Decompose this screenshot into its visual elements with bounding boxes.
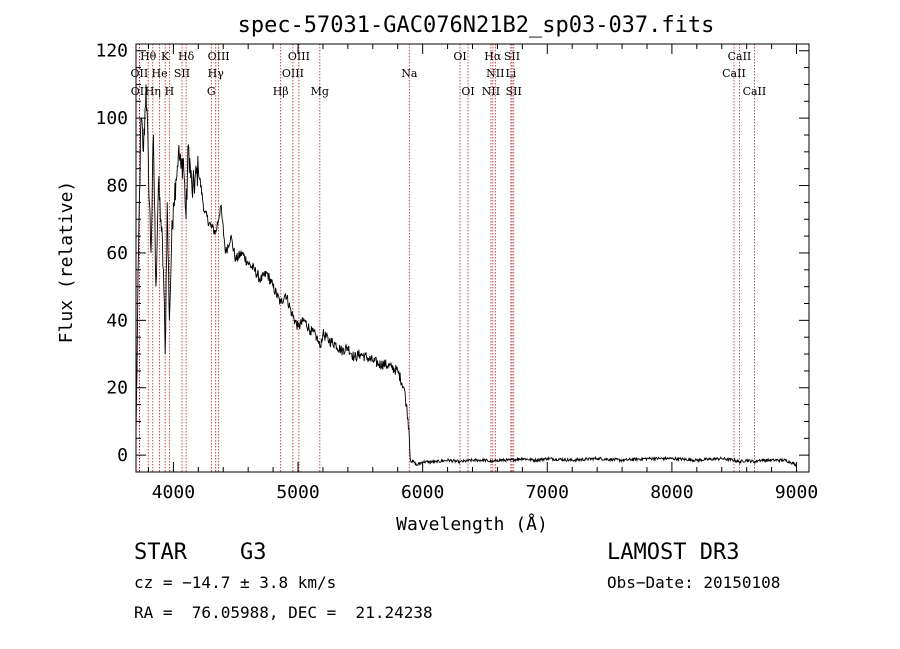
y-axis-label: Flux (relative) xyxy=(56,181,77,344)
chart-title: spec-57031-GAC076N21B2_sp03-037.fits xyxy=(238,13,715,38)
x-tick-label-1: 5000 xyxy=(276,482,319,503)
y-tick-label-4: 80 xyxy=(106,176,128,197)
y-tick-label-2: 40 xyxy=(106,310,128,331)
marker-label-0: Hθ xyxy=(140,50,157,63)
survey-label: LAMOST DR3 xyxy=(607,540,740,565)
marker-label-19: Hη xyxy=(145,85,161,98)
marker-label-8: CaII xyxy=(728,50,752,63)
marker-label-11: SII xyxy=(174,67,190,80)
marker-label-20: H xyxy=(165,85,175,98)
y-tick-label-1: 20 xyxy=(106,378,128,399)
y-tick-label-5: 100 xyxy=(95,108,128,129)
x-tick-label-4: 8000 xyxy=(650,482,693,503)
marker-label-9: OII xyxy=(131,67,149,80)
marker-label-25: NII xyxy=(482,85,500,98)
series-layer xyxy=(135,84,797,468)
marker-label-24: OI xyxy=(461,85,474,98)
x-tick-label-2: 6000 xyxy=(401,482,444,503)
x-tick-label-5: 9000 xyxy=(775,482,818,503)
marker-label-3: OIII xyxy=(208,50,230,63)
marker-label-16: Li xyxy=(505,67,516,80)
obs-date-text: Obs−Date: 20150108 xyxy=(607,573,781,592)
marker-label-1: K xyxy=(161,50,170,63)
object-subclass-label: G3 xyxy=(240,540,267,565)
y-tick-label-3: 60 xyxy=(106,243,128,264)
marker-label-23: Mg xyxy=(311,85,329,98)
marker-label-6: Hα xyxy=(484,50,502,63)
marker-label-13: OIII xyxy=(282,67,304,80)
object-class-label: STAR xyxy=(134,540,187,565)
y-tick-label-6: 120 xyxy=(95,41,128,62)
marker-label-10: He xyxy=(152,67,168,80)
x-tick-label-0: 4000 xyxy=(152,482,195,503)
redshift-text: cz = −14.7 ± 3.8 km/s xyxy=(134,573,337,592)
marker-label-26: SII xyxy=(506,85,522,98)
marker-label-5: OI xyxy=(453,50,466,63)
marker-label-22: Hβ xyxy=(273,85,289,98)
marker-label-27: CaII xyxy=(743,85,767,98)
spectrum-series-0 xyxy=(135,84,797,468)
marker-label-7: SII xyxy=(504,50,520,63)
marker-label-12: Hγ xyxy=(208,67,225,80)
marker-label-4: OIII xyxy=(288,50,310,63)
x-axis-label: Wavelength (Å) xyxy=(396,513,548,535)
marker-label-14: Na xyxy=(401,67,418,80)
marker-label-15: NII xyxy=(486,67,504,80)
coordinates-text: RA = 76.05988, DEC = 21.24238 xyxy=(134,603,433,622)
marker-label-18: OII xyxy=(131,85,149,98)
marker-label-21: G xyxy=(207,85,216,98)
x-tick-label-3: 7000 xyxy=(526,482,569,503)
y-tick-label-0: 0 xyxy=(117,445,128,466)
marker-label-2: Hδ xyxy=(178,50,195,63)
marker-label-17: CaII xyxy=(722,67,746,80)
axis-ticks: 4000 5000 6000 7000 8000 9000 0 20 40 60 80 100 120 xyxy=(95,41,818,503)
